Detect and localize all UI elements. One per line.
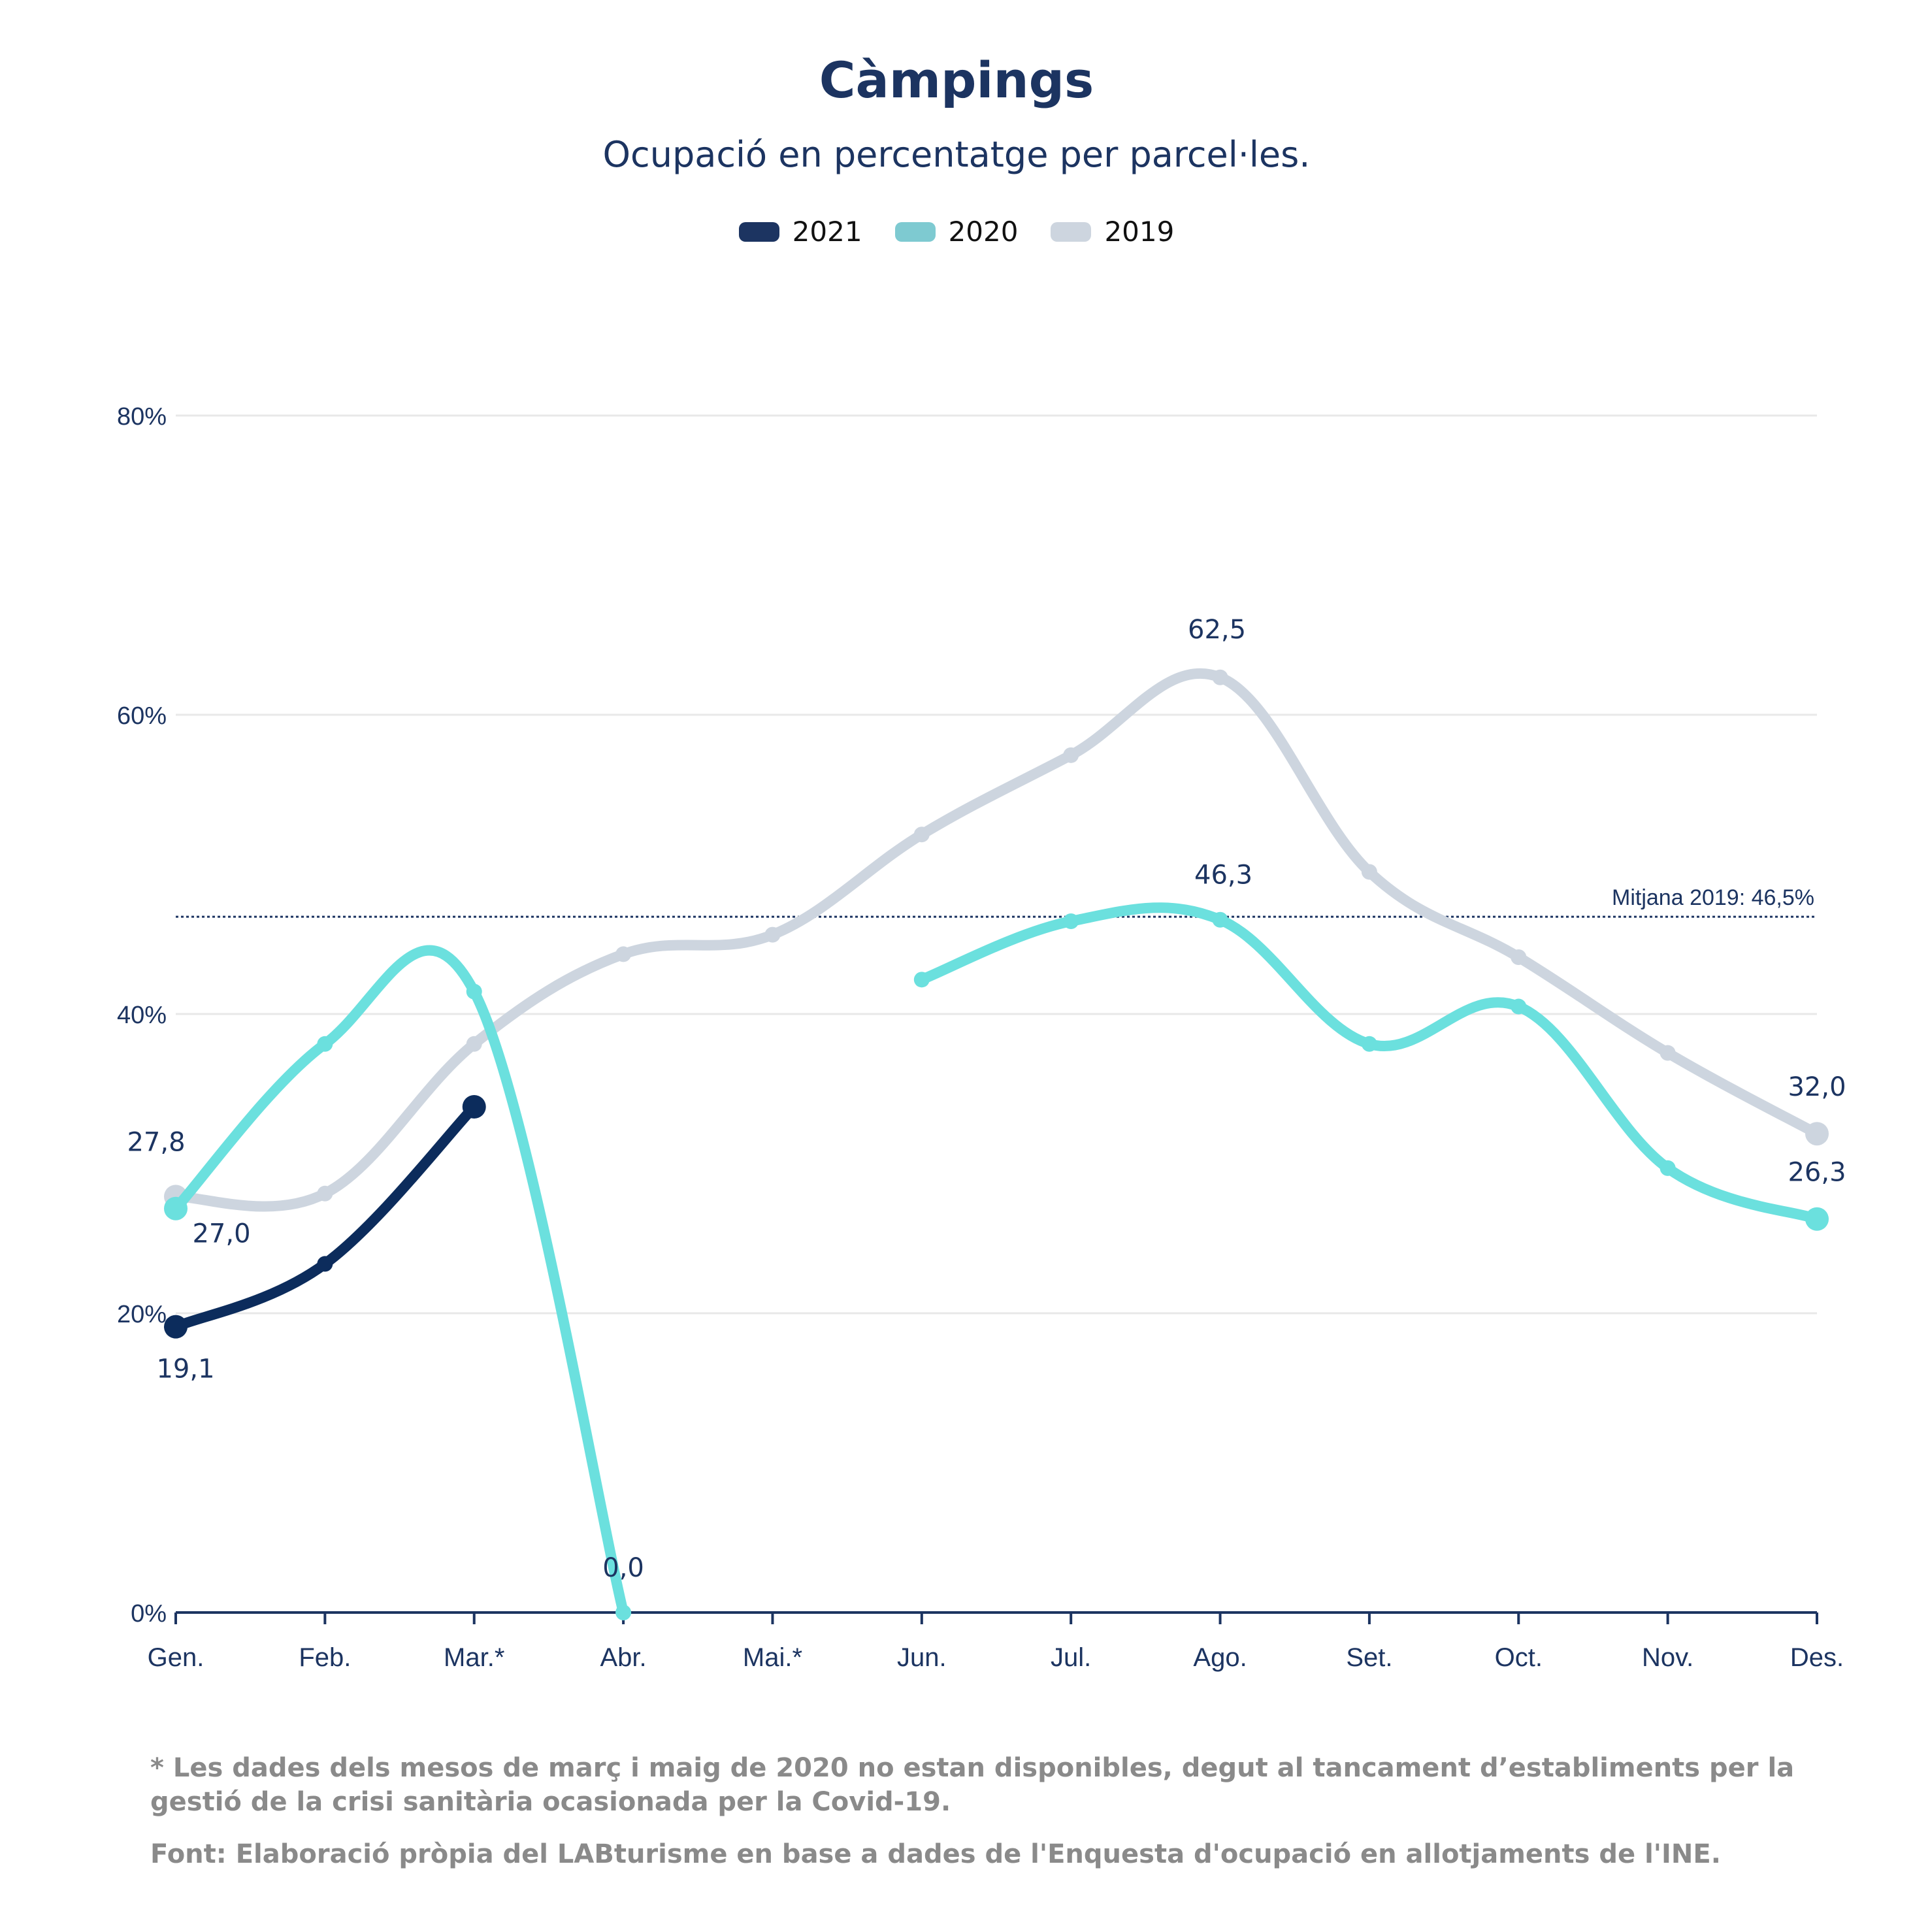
- data-label-2019: 62,5: [1188, 615, 1246, 645]
- data-point-2019: [1805, 1122, 1829, 1146]
- x-tick-label: Ago.: [1193, 1643, 1247, 1672]
- x-tick-label: Abr.: [600, 1643, 647, 1672]
- footnote: * Les dades dels mesos de març i maig de…: [150, 1753, 1795, 1817]
- data-point-2019: [1361, 864, 1377, 880]
- y-tick-label: 60%: [117, 702, 167, 730]
- data-point-2020: [913, 972, 930, 988]
- data-point-2020: [164, 1196, 188, 1220]
- legend-swatch-2019: [1051, 221, 1092, 242]
- legend-swatch-2020: [894, 221, 936, 242]
- x-tick-label: Nov.: [1642, 1643, 1693, 1672]
- series-line-2020: [171, 945, 629, 1618]
- data-point-2019: [466, 1036, 482, 1052]
- legend-swatch-2021: [738, 221, 779, 242]
- series-line-2019: [171, 668, 1822, 1212]
- data-point-2019: [764, 926, 781, 943]
- y-tick-label: 0%: [131, 1600, 167, 1628]
- y-tick-label: 20%: [117, 1301, 167, 1328]
- legend: 2021 2020 2019: [0, 216, 1913, 248]
- data-point-2019: [1660, 1045, 1676, 1061]
- data-point-2021: [317, 1256, 333, 1272]
- x-tick-label: Oct.: [1495, 1643, 1543, 1672]
- data-point-2020: [1511, 998, 1527, 1015]
- data-point-2019: [317, 1185, 333, 1202]
- data-label-2019: 32,0: [1788, 1072, 1846, 1102]
- y-tick-label: 80%: [117, 403, 167, 431]
- data-label-2021: 19,1: [156, 1354, 214, 1384]
- x-tick-label: Mai.*: [743, 1643, 802, 1672]
- series-line-2021: [171, 1101, 480, 1332]
- legend-label-2021: 2021: [792, 216, 862, 248]
- legend-item-2019[interactable]: 2019: [1051, 216, 1174, 248]
- data-point-2020: [1805, 1207, 1829, 1231]
- data-label-2020: 26,3: [1788, 1158, 1846, 1188]
- data-point-2020: [1660, 1160, 1676, 1176]
- data-point-2020: [466, 983, 482, 1000]
- data-label-2020: 0,0: [602, 1553, 644, 1583]
- data-point-2020: [1212, 911, 1228, 928]
- data-point-2020: [1063, 913, 1079, 930]
- x-tick-label: Des.: [1790, 1643, 1844, 1672]
- data-point-2020: [1361, 1036, 1377, 1052]
- data-point-2019: [1063, 747, 1079, 763]
- data-label-2020: 27,0: [192, 1219, 250, 1249]
- x-tick-label: Jul.: [1051, 1643, 1091, 1672]
- data-point-2019: [1212, 669, 1228, 685]
- source-note: Font: Elaboració pròpia del LABturisme e…: [150, 1839, 1721, 1869]
- legend-item-2020[interactable]: 2020: [894, 216, 1019, 248]
- legend-item-2021[interactable]: 2021: [738, 216, 862, 248]
- data-point-2021: [164, 1315, 188, 1339]
- data-label-2020: 46,3: [1194, 860, 1252, 891]
- y-tick-label: 40%: [117, 1002, 167, 1029]
- x-tick-label: Set.: [1346, 1643, 1392, 1672]
- chart-title: Càmpings: [819, 51, 1094, 109]
- data-point-2021: [462, 1094, 486, 1119]
- data-point-2019: [913, 827, 930, 843]
- x-tick-label: Mar.*: [444, 1643, 504, 1672]
- data-point-2019: [615, 946, 632, 962]
- x-tick-label: Gen.: [148, 1643, 204, 1672]
- chart-subtitle: Ocupació en percentatge per parcel·les.: [602, 134, 1311, 175]
- data-point-2020: [317, 1036, 333, 1052]
- x-tick-label: Feb.: [299, 1643, 351, 1672]
- reference-line-label: Mitjana 2019: 46,5%: [1612, 885, 1814, 910]
- legend-label-2019: 2019: [1104, 216, 1175, 248]
- data-point-2019: [1511, 949, 1527, 965]
- x-tick-label: Jun.: [897, 1643, 947, 1672]
- data-label-2019: 27,8: [127, 1127, 185, 1157]
- data-point-2020: [615, 1605, 632, 1620]
- legend-label-2020: 2020: [948, 216, 1019, 248]
